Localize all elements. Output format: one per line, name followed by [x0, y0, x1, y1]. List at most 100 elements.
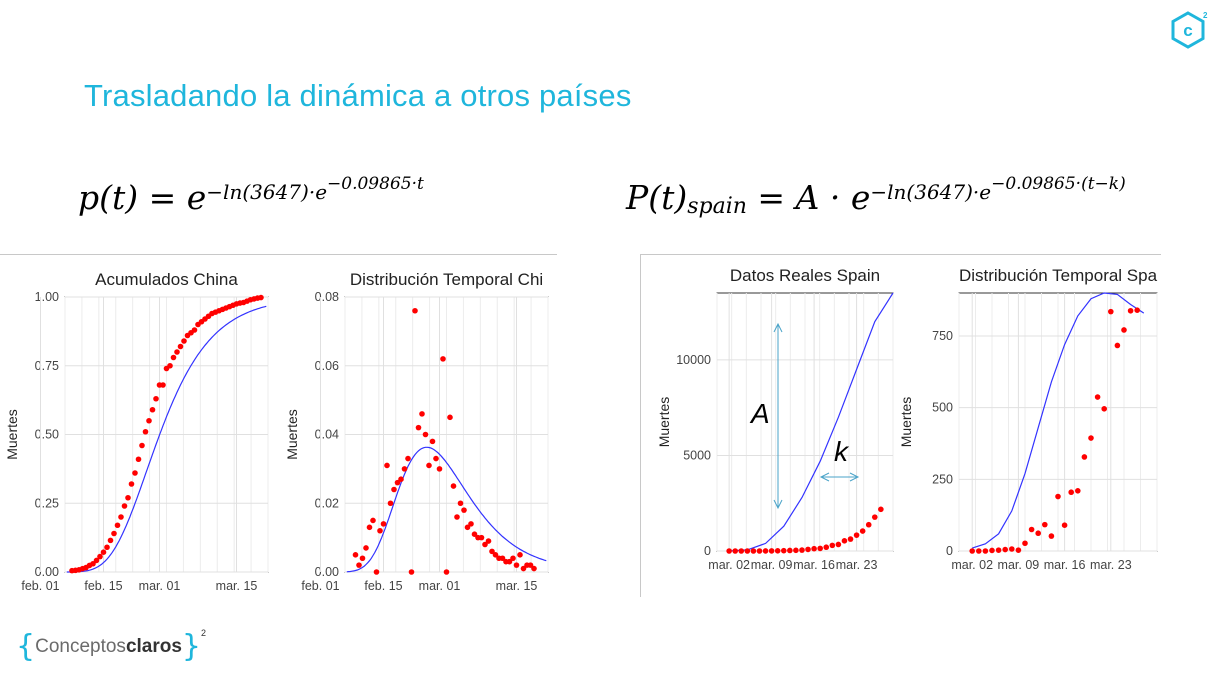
- spain-real-point: [756, 548, 763, 554]
- corner-logo-sup: 2: [1203, 11, 1208, 20]
- spain-distribution-point: [989, 547, 995, 554]
- spain-distribution-point: [1048, 533, 1055, 539]
- a-arrow-top-head: [773, 322, 783, 333]
- china-cumulative-point: [191, 327, 198, 333]
- china-distribution-point: [527, 562, 534, 568]
- corner-logo-letter: c: [1183, 21, 1192, 40]
- china-distribution-point: [419, 411, 425, 417]
- china-charts-svg: Acumulados China 0.00 0.25 0.50 0.75 1.00 feb.…: [4, 270, 549, 593]
- china-distribution-ytick-label: 0.02: [315, 496, 339, 510]
- k-arrow-left-head: [819, 472, 830, 482]
- spain-real-ylabel: Muertes: [656, 397, 672, 448]
- brand-left-bracket: {: [16, 629, 36, 664]
- spain-distribution-xtick-label: mar. 16: [1044, 558, 1086, 572]
- formula-china-inner-exponent: −0.09865·t: [327, 174, 424, 195]
- spain-distribution-xtick-label: mar. 09: [998, 558, 1040, 572]
- china-cumulative-point: [114, 522, 121, 529]
- china-distribution-ytick-label: 0.00: [315, 565, 339, 579]
- brand-right-bracket: }: [181, 629, 202, 664]
- china-distribution-point: [436, 466, 443, 472]
- china-distribution-point: [489, 548, 495, 555]
- spain-distribution-xtick-label: mar. 02: [951, 558, 993, 572]
- china-distribution-xtick-label: feb. 15: [364, 579, 402, 593]
- china-distribution-point: [454, 514, 460, 520]
- china-distribution-xtick-label: mar. 01: [419, 579, 461, 593]
- china-cumulative-point: [170, 354, 177, 361]
- spain-distribution-point: [976, 548, 982, 554]
- china-distribution-point: [510, 555, 516, 562]
- china-distribution-xtick-label: mar. 15: [496, 579, 538, 593]
- spain-distribution-point: [1061, 522, 1068, 528]
- china-distribution-point: [443, 569, 450, 575]
- china-cumulative-point: [181, 338, 187, 344]
- china-cumulative-point: [132, 470, 138, 476]
- china-distribution-point: [450, 483, 457, 489]
- spain-real-point: [847, 536, 854, 542]
- brand-part2: claros: [125, 636, 182, 657]
- spain-real-point: [853, 532, 860, 538]
- spain-distribution-ytick-label: 250: [932, 472, 953, 486]
- spain-distribution-point: [1055, 493, 1061, 500]
- china-distribution-point: [429, 438, 436, 445]
- china-cumulative-ytick-label: 0.50: [35, 428, 59, 442]
- spain-real-xtick-label: mar. 02: [708, 558, 750, 572]
- k-annotation-label: k: [834, 436, 850, 467]
- spain-distribution-ytick-label: 0: [946, 544, 953, 558]
- china-cumulative-point: [177, 343, 184, 350]
- china-distribution-ytick-label: 0.06: [315, 359, 339, 373]
- spain-real-point: [805, 546, 811, 553]
- spain-distribution-ytick-label: 500: [932, 401, 953, 415]
- spain-real-xtick-label: mar. 16: [793, 558, 835, 572]
- spain-real-ytick-label: 0: [704, 544, 711, 558]
- china-distribution-title: Distribución Temporal Chi: [350, 270, 543, 289]
- china-cumulative-point: [107, 537, 114, 544]
- hexagon-logo-icon: c 2: [1171, 11, 1208, 49]
- spain-distribution-point: [1121, 327, 1127, 333]
- formula-spain-lhs: P(t): [626, 178, 688, 217]
- spain-distribution-point: [982, 548, 989, 554]
- spain-real-point: [817, 545, 823, 552]
- a-arrow-bottom-head: [773, 499, 783, 510]
- china-distribution-point: [440, 356, 446, 362]
- china-cumulative-ytick-label: 0.25: [35, 496, 59, 510]
- formula-china-exponent: −ln(3647)·e−0.09865·t: [206, 174, 424, 204]
- spain-distribution-xtick-label: mar. 23: [1090, 558, 1132, 572]
- china-distribution-point: [366, 524, 373, 531]
- china-cumulative-point: [139, 442, 145, 449]
- china-distribution-point: [363, 545, 369, 551]
- china-cumulative-point: [121, 503, 128, 509]
- china-distribution-point: [517, 552, 523, 558]
- spain-real-point: [799, 547, 805, 553]
- spain-real-point: [762, 548, 769, 554]
- brand-sup: 2: [201, 628, 207, 638]
- china-distribution-point: [405, 455, 411, 462]
- slide-title: Trasladando la dinámica a otros países: [84, 78, 632, 113]
- china-charts-panel: Acumulados China 0.00 0.25 0.50 0.75 1.00 feb.…: [0, 254, 557, 621]
- spain-distribution-point: [1134, 307, 1140, 313]
- china-distribution-point: [384, 462, 390, 469]
- spain-real-point: [750, 548, 757, 554]
- spain-distribution-point: [1015, 547, 1022, 553]
- k-arrow-right-head: [849, 472, 860, 482]
- spain-charts-panel: Datos Reales Spain 0 5000 10000 mar. 02 mar. …: [640, 254, 1161, 597]
- china-cumulative-point: [125, 494, 131, 501]
- spain-distribution-ylabel: Muertes: [898, 397, 914, 448]
- china-distribution-point: [394, 479, 401, 486]
- china-cumulative-point: [174, 349, 180, 355]
- formula-spain: P(t)spain = A · e−ln(3647)·e−0.09865·(t−…: [626, 174, 1126, 219]
- china-distribution-point: [391, 486, 397, 493]
- china-cumulative-xtick-label: feb. 01: [21, 579, 59, 593]
- china-cumulative-ylabel: Muertes: [4, 409, 20, 460]
- spain-real-point: [811, 545, 817, 552]
- china-distribution-point: [359, 555, 366, 562]
- spain-real-xtick-label: mar. 23: [836, 558, 878, 572]
- china-distribution-point: [398, 476, 404, 482]
- spain-real-point: [829, 542, 836, 549]
- china-distribution-point: [373, 569, 380, 575]
- china-distribution-xtick-label: feb. 01: [301, 579, 339, 593]
- china-cumulative-point: [90, 560, 96, 567]
- formula-china-base: p(t) = e: [78, 178, 207, 217]
- spain-distribution-point: [1002, 546, 1008, 553]
- china-distribution-point: [433, 455, 439, 462]
- spain-real-point: [859, 528, 866, 534]
